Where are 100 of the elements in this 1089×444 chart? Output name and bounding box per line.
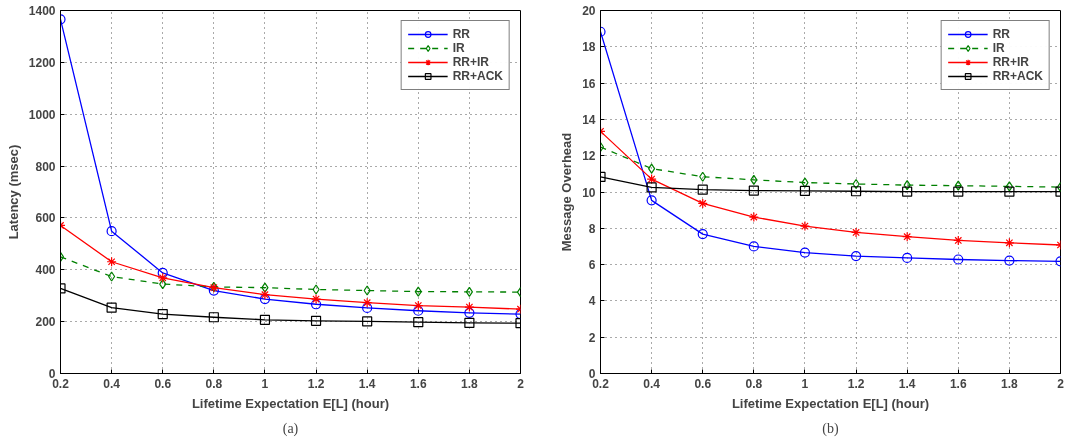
x-tick-label: 1.8 [1001,376,1019,391]
point [106,226,117,237]
point [646,174,657,185]
point [748,241,759,252]
x-tick-label: 0.4 [643,376,661,391]
point [310,315,322,326]
point [261,282,269,293]
point [413,300,424,311]
y-axis-title: Latency (msec) [5,144,21,240]
point [646,182,657,193]
x-axis-title: Lifetime Expectation E[L] (hour) [731,395,930,411]
point [799,221,811,232]
point [699,171,707,182]
point [108,271,116,282]
x-tick-label: 1.4 [898,376,916,391]
x-tick-label: 0.6 [694,376,712,391]
y-tick-label: 16 [582,76,596,91]
y-tick-label: 18 [582,40,596,55]
point [1004,186,1015,197]
y-tick-label: 200 [35,315,56,330]
text: (a) [282,420,299,437]
y-tick-label: 800 [35,159,56,174]
x-tick-label: 0.8 [205,376,223,391]
point [799,185,811,197]
y-tick-label: 14 [582,112,596,127]
point [850,227,862,238]
x-tick-label: 0.4 [103,376,121,391]
point [903,180,911,191]
point [157,267,168,278]
point [1005,181,1013,192]
point [954,180,962,191]
point [748,185,759,196]
point [413,305,424,316]
point [750,174,758,185]
point [259,289,271,300]
legend-label: RR+IR [992,55,1029,69]
point [648,163,656,174]
point [902,231,913,242]
y-tick-label: 6 [588,258,596,273]
x-tick-label: 1 [261,376,269,391]
point [850,186,862,197]
legend-label: RR+IR [452,55,489,69]
point [1004,237,1015,248]
y-tick-label: 4 [588,294,596,309]
point [464,317,475,329]
y-tick-label: 10 [582,185,596,200]
point [697,229,708,240]
point [312,284,320,295]
x-tick-label: 1.4 [358,376,376,391]
x-tick-label: 2 [1057,376,1065,391]
y-tick-label: 0 [588,367,596,381]
point [363,285,371,296]
legend-label: RR [992,27,1011,41]
x-tick-label: 1 [801,376,809,391]
legend-label: IR [452,41,466,55]
x-tick-label: 0.8 [745,376,763,391]
text: (b) [822,420,839,437]
point [208,312,219,323]
y-tick-label: 2 [588,330,596,345]
legend-label: IR [992,41,1006,55]
legend-label: RR [452,27,471,41]
x-tick-label: 1.6 [409,376,427,391]
point [106,256,117,267]
point [259,314,271,325]
point [953,186,964,197]
point [850,250,862,262]
point [697,198,708,209]
y-tick-label: 0 [48,367,56,381]
point [646,195,657,206]
point [902,186,913,197]
y-tick-label: 400 [35,263,56,278]
y-tick-label: 20 [582,4,596,18]
y-tick-label: 1200 [28,55,56,70]
x-axis-title: Lifetime Expectation E[L] (hour) [191,395,390,411]
point [310,293,322,305]
point [106,302,117,313]
point [697,184,708,195]
point [157,309,168,320]
point [953,235,964,246]
point [157,272,168,283]
x-tick-label: 1.2 [847,376,865,391]
point [1004,255,1015,266]
point [362,316,373,327]
y-tick-label: 1000 [28,107,56,122]
y-axis-title: Message Overhead [559,132,575,252]
y-tick-label: 600 [35,211,56,226]
x-tick-label: 2 [517,376,525,391]
point [799,247,811,258]
point [464,302,475,313]
point [310,299,322,310]
point [413,317,424,328]
x-tick-label: 1.6 [949,376,967,391]
point [748,211,759,223]
point [362,302,373,313]
x-tick-label: 1.2 [307,376,325,391]
point [414,286,422,297]
x-tick-label: 1.8 [461,376,479,391]
y-tick-label: 12 [582,149,596,164]
legend-label: RR+ACK [452,69,503,83]
point [953,254,964,265]
